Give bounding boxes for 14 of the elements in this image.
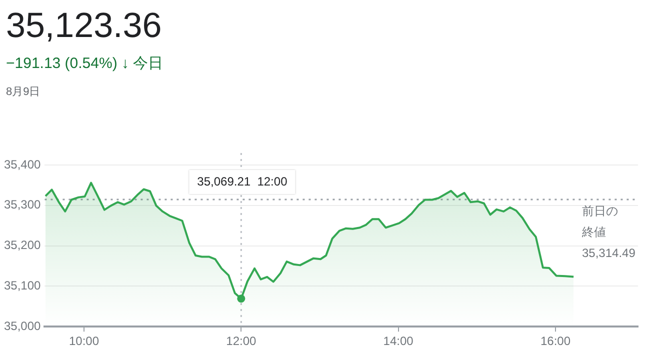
- text: 8月9日: [6, 85, 42, 99]
- y-tick-label: 35,400: [4, 157, 42, 172]
- y-tick-label: 35,300: [4, 198, 42, 212]
- ref-line-label: 前日の終値 35,314.49: [581, 204, 636, 260]
- y-tick-label: 35,000: [4, 318, 42, 333]
- y-tick-label: 35,200: [4, 238, 42, 252]
- x-tick-label: 16:00: [540, 334, 571, 348]
- x-tick-label: 12:00: [226, 334, 256, 348]
- x-tick-label: 10:00: [68, 334, 100, 348]
- chart-title: 35,123.36: [6, 5, 163, 47]
- chart-subtitle: −191.13 (0.54%) ↓ 今日: [6, 54, 164, 74]
- y-tick-label: 35,100: [4, 278, 42, 293]
- x-tick-label: 14:00: [383, 334, 414, 348]
- annotation: 35,069.21 12:00: [197, 174, 288, 188]
